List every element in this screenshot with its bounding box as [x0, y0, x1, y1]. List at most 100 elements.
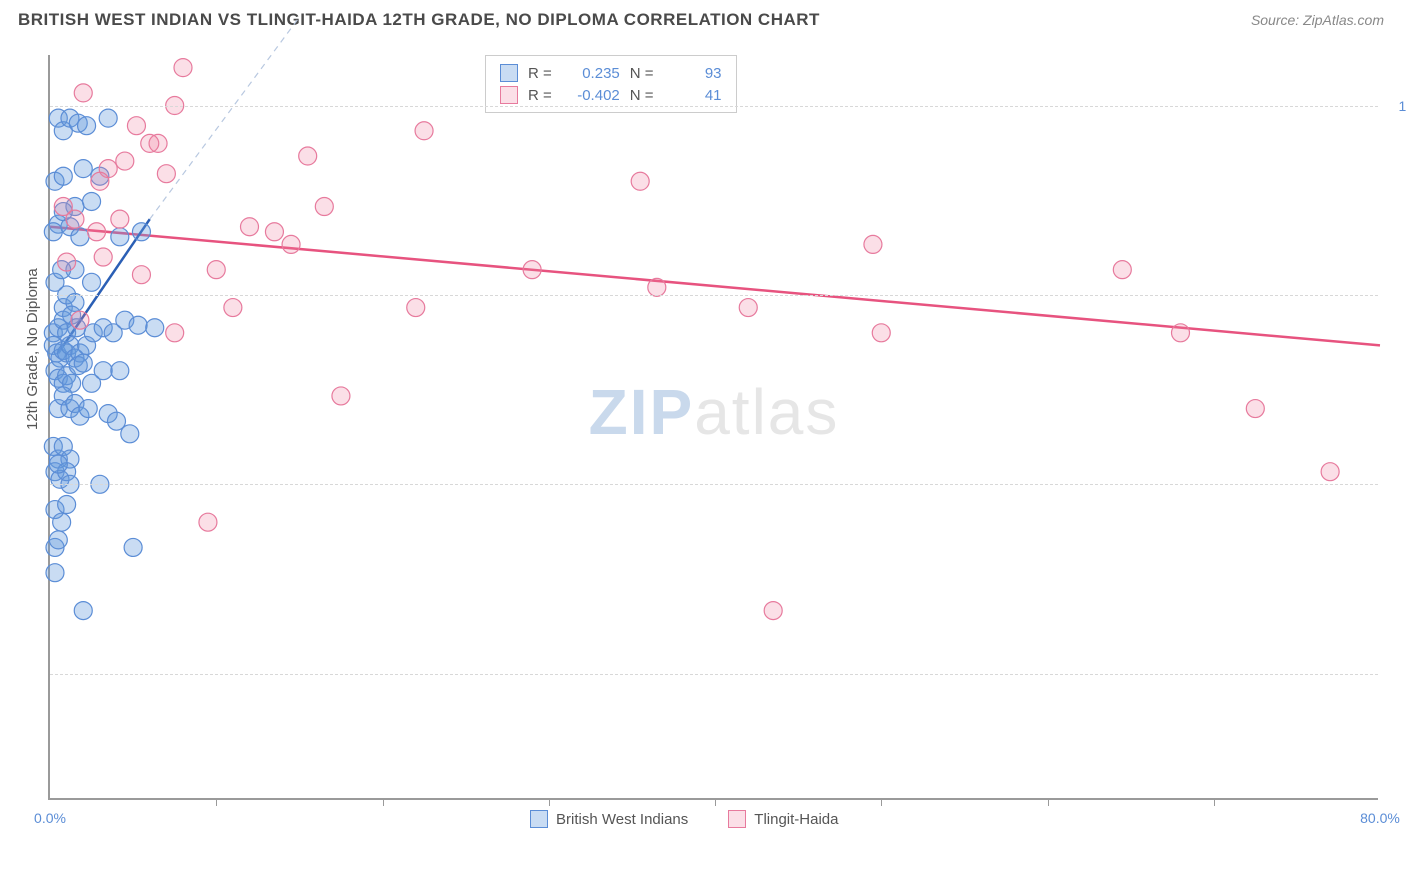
- data-point: [872, 324, 890, 342]
- data-point: [58, 496, 76, 514]
- data-point: [199, 513, 217, 531]
- data-point: [94, 248, 112, 266]
- swatch-pink-icon: [728, 810, 746, 828]
- data-point: [44, 223, 62, 241]
- x-tick: [1048, 798, 1049, 806]
- data-point: [265, 223, 283, 241]
- data-point: [207, 261, 225, 279]
- legend-label-th: Tlingit-Haida: [754, 811, 838, 828]
- data-point: [1246, 400, 1264, 418]
- data-point: [332, 387, 350, 405]
- data-point: [1113, 261, 1131, 279]
- bwi-n-value: 93: [664, 65, 722, 82]
- gridline: [50, 295, 1378, 296]
- data-point: [174, 59, 192, 77]
- x-tick: [216, 798, 217, 806]
- y-tick-label: 77.5%: [1386, 666, 1406, 682]
- chart-header: BRITISH WEST INDIAN VS TLINGIT-HAIDA 12T…: [0, 0, 1406, 38]
- data-point: [83, 192, 101, 210]
- data-point: [111, 228, 129, 246]
- th-r-value: -0.402: [562, 87, 620, 104]
- data-point: [54, 167, 72, 185]
- trend-line: [150, 17, 300, 219]
- data-point: [79, 400, 97, 418]
- data-point: [58, 253, 76, 271]
- data-point: [74, 84, 92, 102]
- r-label: R =: [528, 87, 552, 104]
- data-point: [415, 122, 433, 140]
- data-point: [49, 531, 67, 549]
- x-tick: [549, 798, 550, 806]
- data-point: [146, 319, 164, 337]
- data-point: [46, 564, 64, 582]
- stats-box: R = 0.235 N = 93 R = -0.402 N = 41: [485, 55, 737, 113]
- data-point: [1321, 463, 1339, 481]
- data-point: [132, 266, 150, 284]
- y-tick-label: 92.5%: [1386, 287, 1406, 303]
- legend-label-bwi: British West Indians: [556, 811, 688, 828]
- data-point: [53, 513, 71, 531]
- data-point: [74, 160, 92, 178]
- data-point: [88, 223, 106, 241]
- data-point: [66, 210, 84, 228]
- data-point: [108, 412, 126, 430]
- scatter-svg: [50, 55, 1378, 798]
- data-point: [129, 316, 147, 334]
- data-point: [523, 261, 541, 279]
- legend-item-th: Tlingit-Haida: [728, 810, 838, 828]
- data-point: [83, 273, 101, 291]
- y-tick-label: 100.0%: [1386, 98, 1406, 114]
- stats-row-bwi: R = 0.235 N = 93: [500, 62, 722, 84]
- chart-title: BRITISH WEST INDIAN VS TLINGIT-HAIDA 12T…: [18, 10, 820, 30]
- gridline: [50, 484, 1378, 485]
- data-point: [864, 235, 882, 253]
- data-point: [764, 602, 782, 620]
- data-point: [74, 602, 92, 620]
- data-point: [241, 218, 259, 236]
- data-point: [132, 223, 150, 241]
- data-point: [78, 117, 96, 135]
- data-point: [299, 147, 317, 165]
- gridline: [50, 106, 1378, 107]
- data-point: [127, 117, 145, 135]
- x-max-label: 80.0%: [1360, 810, 1400, 826]
- n-label: N =: [630, 65, 654, 82]
- y-axis-label: 12th Grade, No Diploma: [24, 268, 41, 430]
- bottom-legend: British West Indians Tlingit-Haida: [530, 810, 838, 828]
- data-point: [124, 538, 142, 556]
- x-min-label: 0.0%: [34, 810, 66, 826]
- data-point: [739, 299, 757, 317]
- x-tick: [881, 798, 882, 806]
- r-label: R =: [528, 65, 552, 82]
- swatch-blue-icon: [500, 64, 518, 82]
- data-point: [648, 278, 666, 296]
- bwi-r-value: 0.235: [562, 65, 620, 82]
- data-point: [71, 228, 89, 246]
- chart-source: Source: ZipAtlas.com: [1251, 12, 1384, 28]
- gridline: [50, 674, 1378, 675]
- data-point: [99, 109, 117, 127]
- legend-item-bwi: British West Indians: [530, 810, 688, 828]
- data-point: [315, 198, 333, 216]
- data-point: [49, 455, 67, 473]
- data-point: [631, 172, 649, 190]
- y-tick-label: 85.0%: [1386, 476, 1406, 492]
- data-point: [91, 172, 109, 190]
- x-tick: [715, 798, 716, 806]
- stats-row-th: R = -0.402 N = 41: [500, 84, 722, 106]
- swatch-blue-icon: [530, 810, 548, 828]
- data-point: [94, 362, 112, 380]
- chart-plot-area: ZIPatlas R = 0.235 N = 93 R = -0.402 N =…: [48, 55, 1378, 800]
- data-point: [157, 165, 175, 183]
- data-point: [71, 311, 89, 329]
- data-point: [141, 134, 159, 152]
- data-point: [407, 299, 425, 317]
- x-tick: [383, 798, 384, 806]
- n-label: N =: [630, 87, 654, 104]
- th-n-value: 41: [664, 87, 722, 104]
- data-point: [116, 152, 134, 170]
- data-point: [282, 235, 300, 253]
- swatch-pink-icon: [500, 86, 518, 104]
- data-point: [111, 362, 129, 380]
- x-tick: [1214, 798, 1215, 806]
